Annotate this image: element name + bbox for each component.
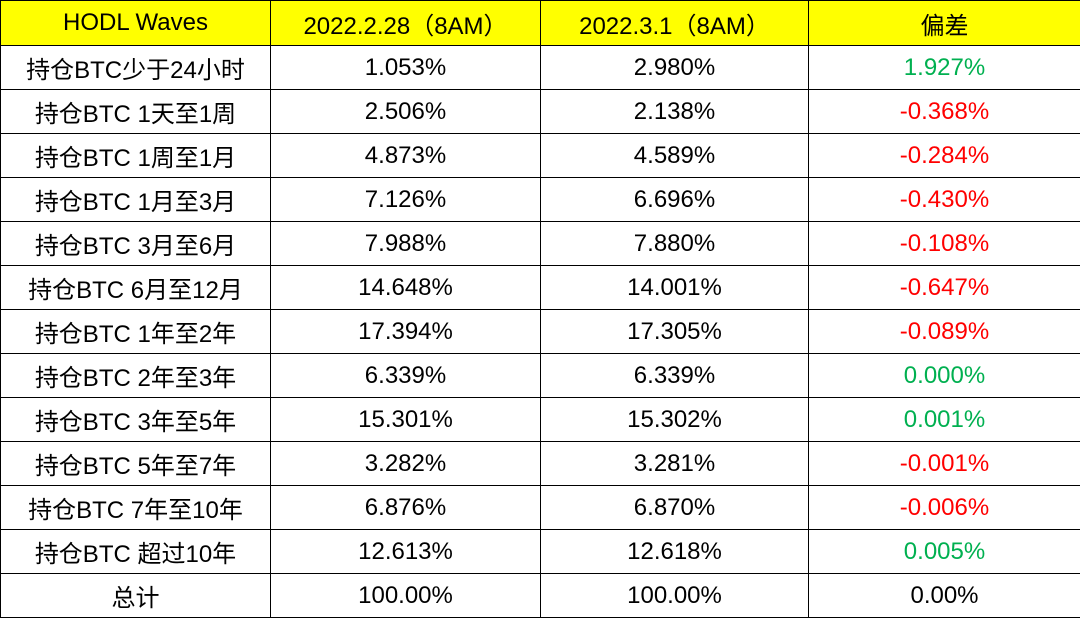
deviation-value: -0.284% [808,133,1080,178]
value-mar-1: 6.696% [540,177,809,222]
row-label: 持仓BTC 1年至2年 [0,309,271,354]
value-feb-28: 17.394% [270,309,541,354]
value-feb-28: 12.613% [270,529,541,574]
deviation-value: -0.647% [808,265,1080,310]
value-mar-1: 2.138% [540,89,809,134]
row-label: 持仓BTC 3年至5年 [0,397,271,442]
value-feb-28: 15.301% [270,397,541,442]
deviation-value: -0.001% [808,441,1080,486]
value-mar-1: 2.980% [540,45,809,90]
deviation-value: 0.001% [808,397,1080,442]
row-label: 总计 [0,573,271,618]
value-mar-1: 14.001% [540,265,809,310]
value-mar-1: 15.302% [540,397,809,442]
value-mar-1: 17.305% [540,309,809,354]
value-feb-28: 2.506% [270,89,541,134]
table-row: 持仓BTC 1周至1月 4.873% 4.589% -0.284% [0,133,1080,178]
table-row: 持仓BTC 2年至3年 6.339% 6.339% 0.000% [0,353,1080,398]
total-row: 总计 100.00% 100.00% 0.00% [0,573,1080,618]
value-mar-1: 4.589% [540,133,809,178]
row-label: 持仓BTC 7年至10年 [0,485,271,530]
value-mar-1: 3.281% [540,441,809,486]
row-label: 持仓BTC 3月至6月 [0,221,271,266]
header-deviation: 偏差 [808,0,1080,46]
deviation-value: 1.927% [808,45,1080,90]
value-feb-28: 6.876% [270,485,541,530]
row-label: 持仓BTC 2年至3年 [0,353,271,398]
table-row: 持仓BTC 1月至3月 7.126% 6.696% -0.430% [0,177,1080,222]
value-feb-28: 4.873% [270,133,541,178]
value-feb-28: 7.988% [270,221,541,266]
table-row: 持仓BTC 1年至2年 17.394% 17.305% -0.089% [0,309,1080,354]
deviation-value: 0.005% [808,529,1080,574]
value-mar-1: 6.870% [540,485,809,530]
table-row: 持仓BTC 5年至7年 3.282% 3.281% -0.001% [0,441,1080,486]
table-row: 持仓BTC 1天至1周 2.506% 2.138% -0.368% [0,89,1080,134]
deviation-value: -0.089% [808,309,1080,354]
value-mar-1: 6.339% [540,353,809,398]
value-mar-1: 100.00% [540,573,809,618]
row-label: 持仓BTC 1月至3月 [0,177,271,222]
deviation-value: -0.368% [808,89,1080,134]
row-label: 持仓BTC 6月至12月 [0,265,271,310]
value-feb-28: 6.339% [270,353,541,398]
value-mar-1: 12.618% [540,529,809,574]
deviation-value: 0.000% [808,353,1080,398]
table-row: 持仓BTC 超过10年 12.613% 12.618% 0.005% [0,529,1080,574]
table-row: 持仓BTC 7年至10年 6.876% 6.870% -0.006% [0,485,1080,530]
row-label: 持仓BTC 5年至7年 [0,441,271,486]
table-row: 持仓BTC 3年至5年 15.301% 15.302% 0.001% [0,397,1080,442]
value-feb-28: 14.648% [270,265,541,310]
value-mar-1: 7.880% [540,221,809,266]
deviation-value: -0.430% [808,177,1080,222]
deviation-value: -0.006% [808,485,1080,530]
value-feb-28: 100.00% [270,573,541,618]
table-row: 持仓BTC 3月至6月 7.988% 7.880% -0.108% [0,221,1080,266]
header-date-1: 2022.2.28（8AM） [270,0,541,46]
value-feb-28: 3.282% [270,441,541,486]
table-header: HODL Waves 2022.2.28（8AM） 2022.3.1（8AM） … [0,0,1080,46]
table-row: 持仓BTC少于24小时 1.053% 2.980% 1.927% [0,45,1080,90]
table-body: 持仓BTC少于24小时 1.053% 2.980% 1.927% 持仓BTC 1天至1周… [0,45,1080,618]
deviation-value: -0.108% [808,221,1080,266]
header-category: HODL Waves [0,0,271,46]
row-label: 持仓BTC 1周至1月 [0,133,271,178]
deviation-value: 0.00% [808,573,1080,618]
row-label: 持仓BTC少于24小时 [0,45,271,90]
row-label: 持仓BTC 1天至1周 [0,89,271,134]
value-feb-28: 1.053% [270,45,541,90]
header-date-2: 2022.3.1（8AM） [540,0,809,46]
value-feb-28: 7.126% [270,177,541,222]
row-label: 持仓BTC 超过10年 [0,529,271,574]
table-row: 持仓BTC 6月至12月 14.648% 14.001% -0.647% [0,265,1080,310]
header-row: HODL Waves 2022.2.28（8AM） 2022.3.1（8AM） … [0,0,1080,46]
